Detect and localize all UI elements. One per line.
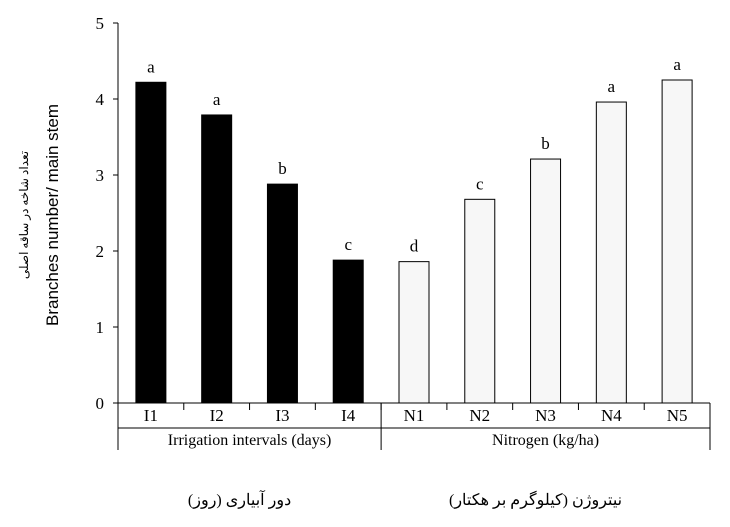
x-tick-label-I4: I4 xyxy=(341,406,356,425)
y-tick-label-1: 1 xyxy=(96,318,105,337)
y-tick-label-3: 3 xyxy=(96,166,105,185)
bar-N5 xyxy=(661,79,693,404)
bar-N2 xyxy=(464,198,496,404)
group-label-1: Nitrogen (kg/ha) xyxy=(492,432,599,449)
group-label-persian-1: نیتروژن (کیلوگرم بر هکتار) xyxy=(449,490,622,509)
x-tick-label-I2: I2 xyxy=(210,406,224,425)
group-label-0: Irrigation intervals (days) xyxy=(168,432,332,449)
y-axis-title: Branches number/ main stem xyxy=(43,104,62,326)
x-tick-label-I3: I3 xyxy=(275,406,289,425)
significance-letter-I4: c xyxy=(344,235,352,254)
y-tick-label-2: 2 xyxy=(96,242,105,261)
group-label-persian-0: دور آبیاری (روز) xyxy=(188,489,291,509)
bar-N4 xyxy=(595,101,627,404)
bar-I2 xyxy=(201,114,233,404)
y-tick-label-0: 0 xyxy=(96,394,105,413)
x-tick-label-N5: N5 xyxy=(667,406,688,425)
significance-letter-I1: a xyxy=(147,57,155,76)
significance-letter-N2: c xyxy=(476,174,484,193)
x-tick-label-N3: N3 xyxy=(535,406,556,425)
bar-N1 xyxy=(398,261,430,404)
x-tick-label-I1: I1 xyxy=(144,406,158,425)
significance-letter-I2: a xyxy=(213,90,221,109)
y-axis-title-persian: تعداد شاخه در ساقه اصلی xyxy=(17,151,31,279)
bar-I4 xyxy=(332,259,364,404)
y-tick-label-4: 4 xyxy=(96,90,105,109)
bar-I1 xyxy=(135,81,167,404)
significance-letter-N3: b xyxy=(541,134,550,153)
significance-letter-N5: a xyxy=(673,55,681,74)
x-tick-label-N1: N1 xyxy=(404,406,425,425)
x-tick-label-N2: N2 xyxy=(469,406,490,425)
significance-letter-N1: d xyxy=(410,237,419,256)
bar-N3 xyxy=(530,158,562,404)
significance-letter-N4: a xyxy=(608,77,616,96)
y-tick-label-5: 5 xyxy=(96,14,105,33)
x-tick-label-N4: N4 xyxy=(601,406,622,425)
significance-letter-I3: b xyxy=(278,159,287,178)
bar-I3 xyxy=(266,183,298,404)
